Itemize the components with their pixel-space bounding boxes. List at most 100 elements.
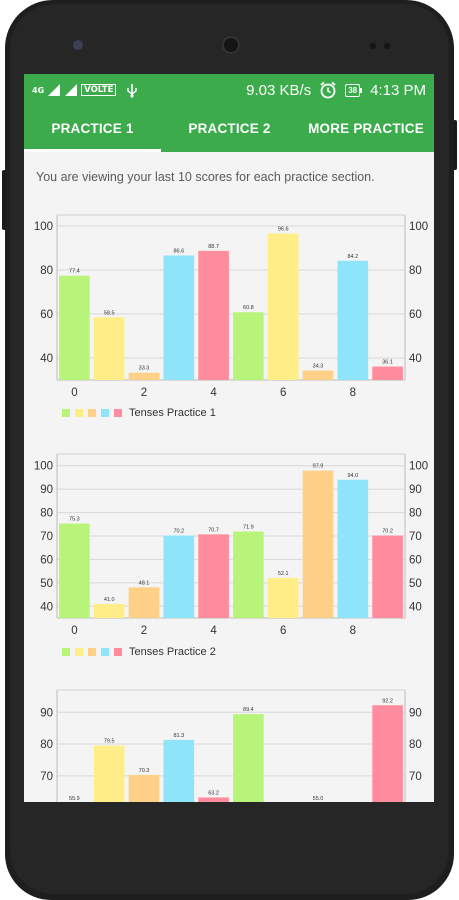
clock-time: 4:13 PM bbox=[370, 81, 426, 99]
legend-swatch bbox=[88, 409, 96, 417]
y-tick-label-right: 100 bbox=[409, 221, 428, 233]
x-tick-label: 6 bbox=[280, 387, 286, 399]
bar bbox=[267, 233, 299, 380]
y-tick-label-left: 80 bbox=[40, 265, 53, 277]
y-tick-label-right: 40 bbox=[409, 601, 422, 613]
chart-3-background bbox=[24, 684, 434, 802]
tab-bar: PRACTICE 1 PRACTICE 2 MORE PRACTICE bbox=[24, 105, 434, 152]
bar-value-label: 36.1 bbox=[382, 360, 393, 366]
bar-value-label: 88.7 bbox=[208, 244, 219, 250]
y-tick-label-left: 100 bbox=[34, 461, 53, 473]
selected-tab-indicator bbox=[24, 149, 161, 152]
bar-value-label: 97.9 bbox=[313, 464, 324, 470]
y-tick-label-left: 70 bbox=[40, 531, 53, 543]
bar-value-label: 70.3 bbox=[139, 768, 150, 774]
battery-level: 38 bbox=[345, 83, 361, 97]
y-tick-label-left: 40 bbox=[40, 601, 53, 613]
y-tick-label-left: 100 bbox=[34, 221, 53, 233]
y-tick-label-right: 60 bbox=[409, 554, 422, 566]
x-tick-label: 8 bbox=[350, 387, 356, 399]
bar bbox=[198, 797, 229, 802]
y-tick-label-left: 50 bbox=[40, 578, 53, 590]
bar bbox=[163, 535, 195, 618]
status-right: 9.03 KB/s 38 4:13 PM bbox=[246, 78, 426, 102]
bar-value-label: 55.0 bbox=[313, 796, 324, 802]
bar bbox=[163, 739, 195, 802]
y-tick-label-right: 100 bbox=[409, 461, 428, 473]
bar bbox=[302, 470, 334, 618]
bar bbox=[233, 312, 264, 380]
bar-value-label: 52.1 bbox=[278, 571, 289, 577]
y-tick-label-left: 60 bbox=[40, 309, 53, 321]
volte-badge: VOLTE bbox=[81, 84, 117, 96]
legend-swatch bbox=[114, 409, 122, 417]
chart-legend-2: Tenses Practice 2 bbox=[62, 646, 216, 658]
alarm-icon bbox=[320, 81, 336, 99]
bar bbox=[372, 366, 403, 380]
bar-value-label: 89.4 bbox=[243, 707, 254, 713]
bar-value-label: 55.9 bbox=[69, 796, 80, 802]
tab-practice-1[interactable]: PRACTICE 1 bbox=[51, 121, 134, 136]
y-tick-label-left: 40 bbox=[40, 353, 53, 365]
bar bbox=[337, 260, 369, 380]
bar bbox=[302, 370, 334, 380]
signal-icon bbox=[65, 84, 78, 96]
bar-value-label: 58.5 bbox=[104, 310, 115, 316]
x-tick-label: 8 bbox=[350, 625, 356, 637]
x-tick-label: 4 bbox=[210, 387, 217, 399]
bar bbox=[93, 317, 125, 380]
bar bbox=[337, 479, 369, 618]
sensor-icon bbox=[370, 43, 376, 49]
bar bbox=[59, 275, 90, 380]
network-speed: 9.03 KB/s bbox=[246, 81, 312, 99]
legend-swatch bbox=[114, 648, 122, 656]
legend-label: Tenses Practice 1 bbox=[129, 407, 216, 419]
bar-value-label: 86.6 bbox=[173, 248, 184, 254]
bar bbox=[372, 535, 403, 618]
x-tick-label: 4 bbox=[210, 625, 217, 637]
chart-legend-1: Tenses Practice 1 bbox=[62, 407, 216, 419]
bar-value-label: 71.9 bbox=[243, 525, 254, 531]
y-tick-label-right: 70 bbox=[409, 771, 422, 783]
y-tick-label-right: 80 bbox=[409, 265, 422, 277]
bar-value-label: 92.2 bbox=[382, 698, 393, 704]
y-tick-label-right: 50 bbox=[409, 578, 422, 590]
status-left: 4G VOLTE bbox=[32, 80, 139, 100]
y-tick-label-left: 60 bbox=[40, 554, 53, 566]
x-tick-label: 6 bbox=[280, 625, 286, 637]
tab-practice-2[interactable]: PRACTICE 2 bbox=[188, 121, 271, 136]
legend-swatch bbox=[75, 648, 83, 656]
bar-value-label: 81.3 bbox=[173, 733, 184, 739]
bar bbox=[198, 250, 229, 380]
y-tick-label-right: 80 bbox=[409, 739, 422, 751]
bar bbox=[233, 714, 264, 802]
bar-value-label: 70.2 bbox=[173, 529, 184, 535]
signal-icon bbox=[48, 84, 61, 96]
info-text: You are viewing your last 10 scores for … bbox=[36, 170, 375, 184]
front-camera-icon bbox=[73, 40, 83, 50]
y-tick-label-right: 90 bbox=[409, 707, 422, 719]
bar bbox=[59, 523, 90, 618]
legend-swatch bbox=[88, 648, 96, 656]
status-bar: 4G VOLTE 9.03 KB/s 3 bbox=[24, 74, 434, 105]
tab-more-practice[interactable]: MORE PRACTICE bbox=[308, 121, 424, 136]
legend-swatch bbox=[62, 409, 70, 417]
bar-value-label: 63.2 bbox=[208, 790, 219, 796]
x-tick-label: 0 bbox=[71, 625, 77, 637]
x-tick-label: 2 bbox=[141, 625, 147, 637]
x-tick-label: 2 bbox=[141, 387, 147, 399]
x-tick-label: 0 bbox=[71, 387, 77, 399]
bar-value-label: 33.3 bbox=[139, 366, 150, 372]
legend-swatch bbox=[101, 648, 109, 656]
sensor-icon bbox=[384, 43, 390, 49]
y-tick-label-right: 40 bbox=[409, 353, 422, 365]
legend-swatch bbox=[75, 409, 83, 417]
bar-value-label: 75.3 bbox=[69, 517, 80, 523]
bar bbox=[128, 774, 160, 802]
bar bbox=[267, 577, 299, 618]
earpiece-icon bbox=[222, 36, 240, 54]
y-tick-label-right: 70 bbox=[409, 531, 422, 543]
bar-value-label: 70.7 bbox=[208, 527, 219, 533]
